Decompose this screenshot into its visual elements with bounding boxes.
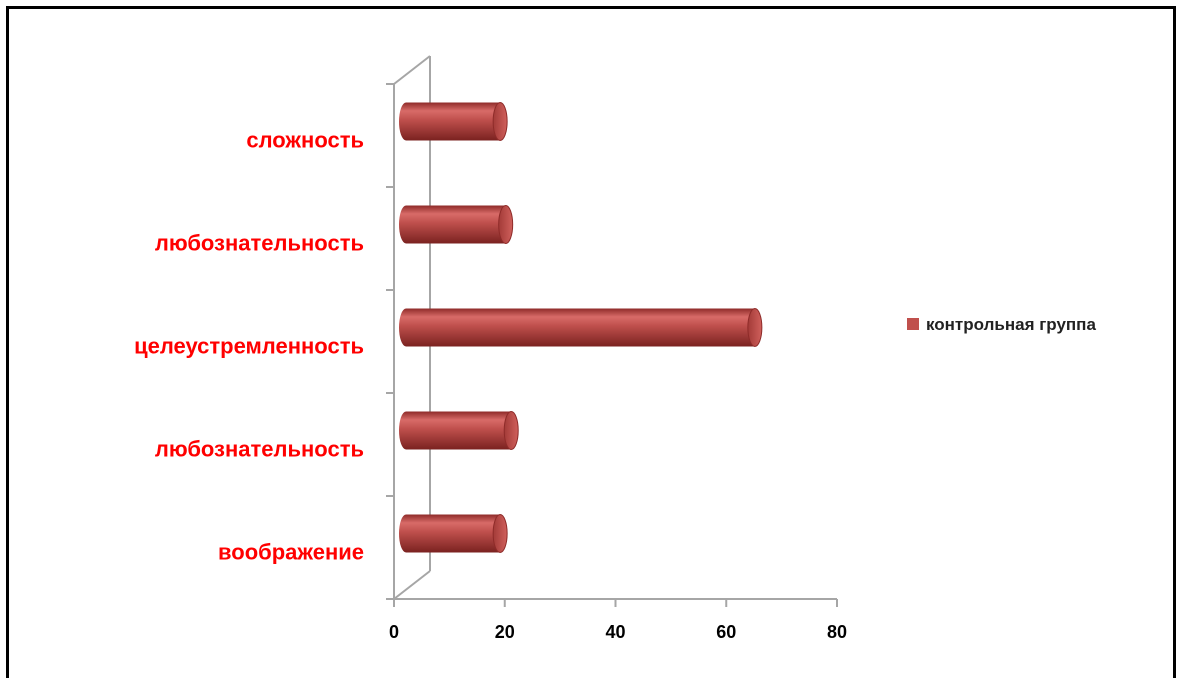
x-tick-label: 40 — [605, 622, 625, 642]
bar-chart: воображение любознательность целеустремлен… — [134, 55, 1096, 642]
chart-frame: воображение любознательность целеустремлен… — [6, 6, 1176, 678]
category-label: целеустремленность — [134, 334, 364, 359]
bars — [399, 102, 763, 553]
legend: контрольная группа — [907, 315, 1096, 334]
category-label: воображение — [218, 540, 364, 565]
category-label: любознательность — [155, 231, 364, 256]
x-tick-label: 80 — [827, 622, 847, 642]
bar — [399, 205, 514, 244]
x-tick-label: 60 — [716, 622, 736, 642]
x-tick-label: 0 — [389, 622, 399, 642]
bar — [399, 411, 519, 450]
x-tick-labels: 0 20 40 60 80 — [389, 622, 847, 642]
bar — [399, 308, 763, 347]
category-labels: воображение любознательность целеустремлен… — [134, 128, 364, 565]
x-tick-label: 20 — [495, 622, 515, 642]
category-label: любознательность — [155, 437, 364, 462]
bar — [399, 102, 508, 141]
bar — [399, 514, 508, 553]
legend-label: контрольная группа — [926, 315, 1096, 334]
category-label: сложность — [246, 128, 364, 153]
legend-swatch — [907, 318, 919, 330]
